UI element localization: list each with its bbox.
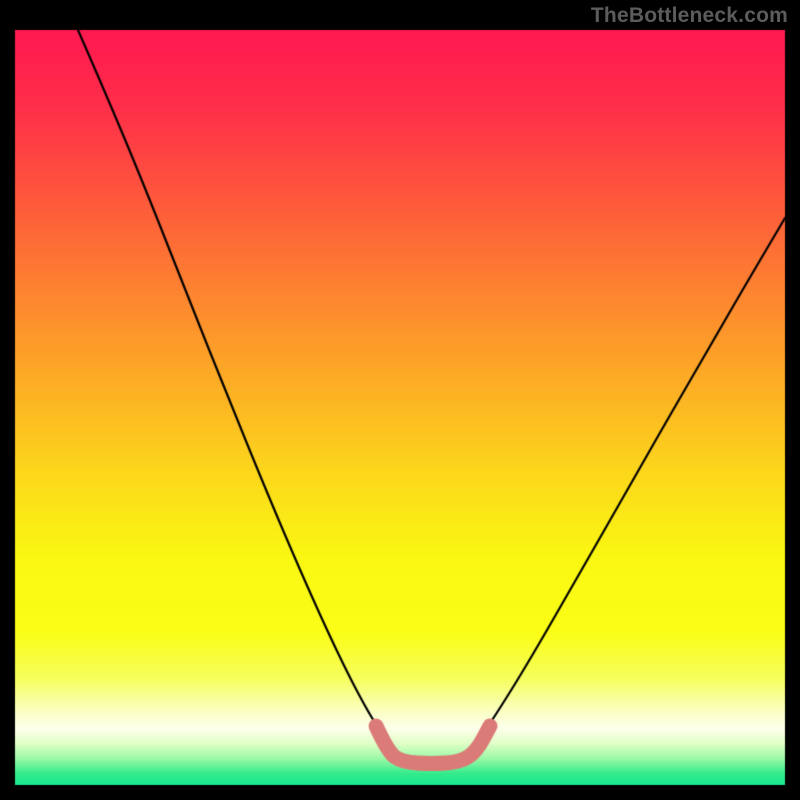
watermark-text: TheBottleneck.com [591, 4, 788, 28]
chart-stage: TheBottleneck.com [0, 0, 800, 800]
bottleneck-curve [0, 0, 800, 800]
